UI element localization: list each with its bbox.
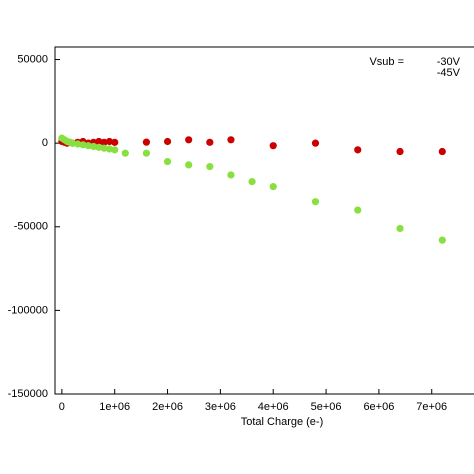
x-tick-label: 5e+06 (311, 401, 342, 413)
y-tick-label: -50000 (14, 221, 48, 233)
point (111, 138, 119, 146)
point (105, 145, 114, 153)
point (100, 138, 108, 146)
point (74, 140, 82, 148)
point (269, 142, 277, 150)
y-tick-label: 0 (42, 137, 48, 149)
point (79, 141, 87, 149)
x-axis-label: Total Charge (e-) (241, 416, 324, 428)
x-tick-label: 2e+06 (152, 401, 183, 413)
point (354, 146, 362, 154)
point (89, 142, 98, 151)
point (95, 137, 103, 146)
y-tick-label: -100000 (8, 304, 48, 316)
point (269, 183, 277, 191)
point (68, 139, 77, 147)
point (163, 157, 172, 166)
y-tick-label: 50000 (17, 53, 48, 65)
point (354, 206, 362, 214)
point (100, 144, 108, 152)
point (163, 137, 172, 146)
x-tick-label: 3e+06 (205, 401, 236, 413)
point (142, 149, 151, 157)
plot-frame (54, 46, 474, 395)
point (311, 139, 320, 147)
point (84, 142, 92, 150)
point (206, 162, 214, 171)
point (227, 136, 235, 144)
y-tick-label: -150000 (8, 388, 48, 400)
point (105, 137, 114, 146)
point (121, 149, 129, 157)
point (206, 138, 214, 146)
point (396, 147, 404, 156)
x-tick-label: 4e+06 (258, 401, 289, 413)
point (396, 224, 404, 233)
legend-title: Vsub = (369, 56, 404, 68)
legend-label: -30V (437, 56, 461, 68)
x-tick-label: 1e+06 (99, 401, 130, 413)
point (185, 161, 193, 169)
x-tick-label: 7e+06 (416, 401, 447, 413)
point (95, 143, 103, 151)
point (111, 146, 119, 154)
legend-label: -45V (437, 67, 461, 79)
point (142, 138, 151, 146)
point (311, 198, 320, 206)
point (227, 171, 235, 179)
point (185, 136, 193, 144)
point (438, 147, 446, 156)
x-tick-label: 6e+06 (363, 401, 394, 413)
point (438, 236, 446, 244)
x-tick-label: 0 (59, 401, 65, 413)
point (248, 178, 256, 186)
